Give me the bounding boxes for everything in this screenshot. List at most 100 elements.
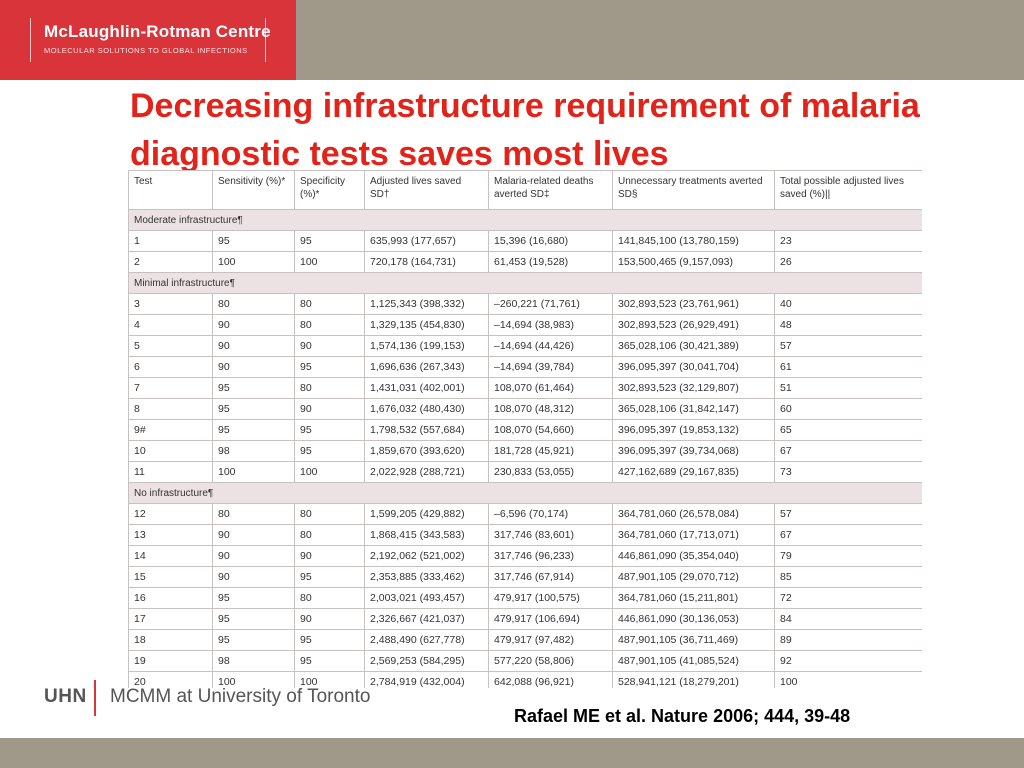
table-cell: 1,431,031 (402,001)	[364, 377, 489, 399]
table-cell: 90	[212, 356, 295, 378]
table-cell: 364,781,060 (15,211,801)	[612, 587, 775, 609]
table-cell: 528,941,121 (18,279,201)	[612, 671, 775, 688]
table-header-row: Test Sensitivity (%)* Specificity (%)* A…	[128, 170, 922, 210]
table-row: 11 100 100 2,022,928 (288,721) 230,833 (53,0…	[128, 461, 922, 483]
table-cell: 2,488,490 (627,778)	[364, 629, 489, 651]
section-label: No infrastructure¶	[128, 482, 922, 504]
table-cell: 92	[774, 650, 922, 672]
logo-divider	[94, 680, 96, 716]
table-cell: 479,917 (106,694)	[488, 608, 613, 630]
table-cell: 98	[212, 440, 295, 462]
table-cell: 57	[774, 503, 922, 525]
table-cell: 5	[128, 335, 213, 357]
table-cell: 80	[212, 503, 295, 525]
table-cell: 90	[294, 335, 365, 357]
table-cell: 365,028,106 (31,842,147)	[612, 398, 775, 420]
table-cell: 100	[294, 671, 365, 688]
table-cell: 90	[212, 314, 295, 336]
table-cell: 80	[294, 587, 365, 609]
table-cell: 8	[128, 398, 213, 420]
table-cell: 446,861,090 (35,354,040)	[612, 545, 775, 567]
table-row: 4 90 80 1,329,135 (454,830) –14,694 (38,983)…	[128, 314, 922, 336]
table-cell: 7	[128, 377, 213, 399]
table-cell: 230,833 (53,055)	[488, 461, 613, 483]
table-cell: 90	[294, 545, 365, 567]
table-cell: 11	[128, 461, 213, 483]
table-cell: 80	[294, 293, 365, 315]
table-row: 6 90 95 1,696,636 (267,343) –14,694 (39,784)…	[128, 356, 922, 378]
table-cell: 1	[128, 230, 213, 252]
mcmm-logo-text: MCMM at University of Toronto	[110, 686, 371, 707]
table-cell: 1,859,670 (393,620)	[364, 440, 489, 462]
table-cell: 302,893,523 (23,761,961)	[612, 293, 775, 315]
table-cell: 90	[294, 398, 365, 420]
mclaughlin-rotman-logo: McLaughlin-Rotman Centre MOLECULAR SOLUT…	[0, 0, 296, 80]
table-cell: 479,917 (97,482)	[488, 629, 613, 651]
table-cell: 317,746 (67,914)	[488, 566, 613, 588]
table-cell: 90	[212, 545, 295, 567]
table-cell: 14	[128, 545, 213, 567]
table-cell: 2,569,253 (584,295)	[364, 650, 489, 672]
results-table: Test Sensitivity (%)* Specificity (%)* A…	[128, 170, 922, 688]
table-cell: 23	[774, 230, 922, 252]
table-cell: 364,781,060 (26,578,084)	[612, 503, 775, 525]
table-cell: 95	[212, 230, 295, 252]
header-band	[296, 0, 1024, 80]
logo-name: McLaughlin-Rotman Centre	[44, 22, 271, 41]
logo-frame	[30, 18, 266, 62]
table-cell: 61	[774, 356, 922, 378]
section-label: Moderate infrastructure¶	[128, 209, 922, 231]
table-cell: 6	[128, 356, 213, 378]
table-row: 5 90 90 1,574,136 (199,153) –14,694 (44,426)…	[128, 335, 922, 357]
table-cell: 427,162,689 (29,167,835)	[612, 461, 775, 483]
table-cell: 79	[774, 545, 922, 567]
table-row: 15 90 95 2,353,885 (333,462) 317,746 (67,914…	[128, 566, 922, 588]
table-cell: 317,746 (96,233)	[488, 545, 613, 567]
table-cell: 1,574,136 (199,153)	[364, 335, 489, 357]
table-cell: 16	[128, 587, 213, 609]
table-row: 10 98 95 1,859,670 (393,620) 181,728 (45,921…	[128, 440, 922, 462]
results-table-container: Test Sensitivity (%)* Specificity (%)* A…	[128, 170, 922, 688]
table-cell: 396,095,397 (30,041,704)	[612, 356, 775, 378]
table-cell: 15	[128, 566, 213, 588]
table-cell: 487,901,105 (41,085,524)	[612, 650, 775, 672]
table-cell: 48	[774, 314, 922, 336]
table-cell: 95	[294, 230, 365, 252]
table-cell: 80	[294, 314, 365, 336]
table-cell: 1,329,135 (454,830)	[364, 314, 489, 336]
table-cell: 365,028,106 (30,421,389)	[612, 335, 775, 357]
table-cell: 302,893,523 (26,929,491)	[612, 314, 775, 336]
table-row: 13 90 80 1,868,415 (343,583) 317,746 (83,601…	[128, 524, 922, 546]
table-cell: 635,993 (177,657)	[364, 230, 489, 252]
table-cell: 2,784,919 (432,004)	[364, 671, 489, 688]
table-cell: 95	[294, 419, 365, 441]
table-cell: –14,694 (39,784)	[488, 356, 613, 378]
header-deaths-averted: Malaria-related deaths averted SD‡	[488, 170, 613, 210]
table-cell: 60	[774, 398, 922, 420]
table-cell: 100	[212, 461, 295, 483]
uhn-logo-text: UHN	[44, 686, 87, 707]
table-cell: 317,746 (83,601)	[488, 524, 613, 546]
table-cell: 95	[294, 566, 365, 588]
table-cell: 396,095,397 (19,853,132)	[612, 419, 775, 441]
table-cell: 108,070 (61,464)	[488, 377, 613, 399]
table-cell: 98	[212, 650, 295, 672]
table-cell: 85	[774, 566, 922, 588]
table-cell: 181,728 (45,921)	[488, 440, 613, 462]
table-cell: 577,220 (58,806)	[488, 650, 613, 672]
table-cell: 40	[774, 293, 922, 315]
table-cell: 2,003,021 (493,457)	[364, 587, 489, 609]
section-row: Minimal infrastructure¶	[128, 272, 922, 294]
table-cell: 90	[294, 608, 365, 630]
table-cell: 95	[294, 629, 365, 651]
table-cell: –14,694 (38,983)	[488, 314, 613, 336]
table-cell: 2,353,885 (333,462)	[364, 566, 489, 588]
table-cell: 95	[212, 629, 295, 651]
header-sensitivity: Sensitivity (%)*	[212, 170, 295, 210]
table-cell: 108,070 (54,660)	[488, 419, 613, 441]
table-cell: 100	[212, 671, 295, 688]
table-cell: 3	[128, 293, 213, 315]
table-row: 18 95 95 2,488,490 (627,778) 479,917 (97,482…	[128, 629, 922, 651]
table-row: 12 80 80 1,599,205 (429,882) –6,596 (70,174)…	[128, 503, 922, 525]
table-cell: –6,596 (70,174)	[488, 503, 613, 525]
